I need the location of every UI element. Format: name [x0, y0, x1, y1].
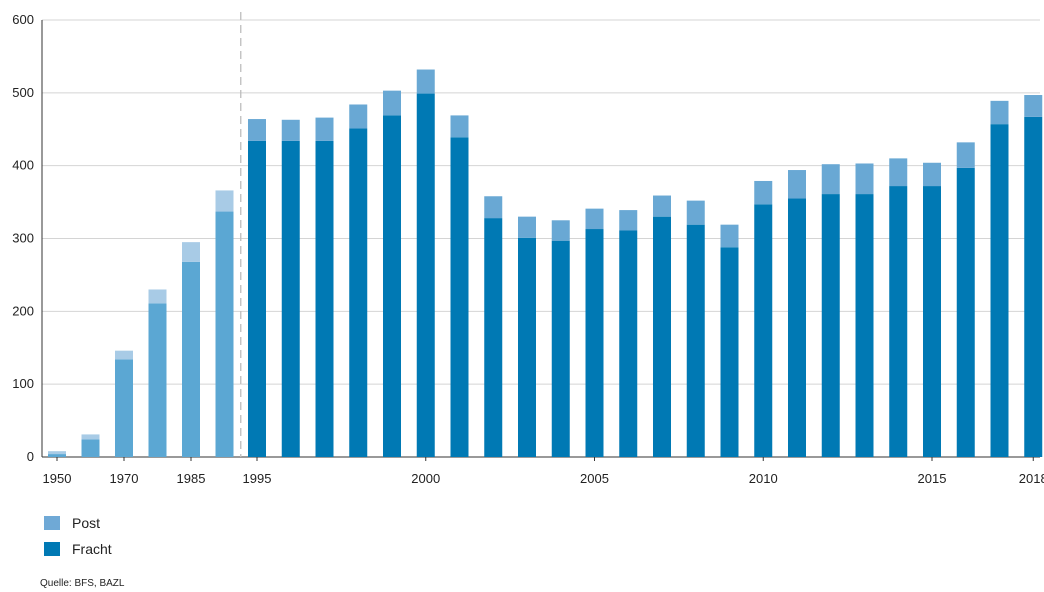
bar-fracht	[754, 204, 773, 457]
bar-post	[148, 289, 167, 304]
bar-fracht	[855, 194, 874, 458]
bar-post	[788, 170, 806, 199]
x-tick-label: 1970	[110, 471, 139, 486]
y-tick-label: 500	[12, 85, 34, 100]
bar-post	[720, 224, 739, 248]
x-tick-label: 2005	[580, 471, 609, 486]
x-tick-label: 2018	[1019, 471, 1044, 486]
bar-post	[281, 119, 300, 141]
y-tick-label: 600	[12, 12, 34, 27]
legend-swatch-post	[44, 516, 60, 530]
bar-fracht	[182, 261, 200, 457]
bar-fracht	[990, 124, 1009, 457]
bar-fracht	[81, 439, 100, 457]
bar-post	[416, 69, 435, 94]
bar-fracht	[281, 140, 300, 458]
bar-post	[248, 119, 266, 141]
bar-post	[551, 220, 570, 241]
bar-post	[855, 163, 874, 195]
legend-label-post: Post	[72, 515, 101, 531]
bar-fracht	[653, 216, 671, 457]
bar-post	[383, 90, 401, 116]
bar-fracht	[484, 218, 503, 457]
bar-post	[48, 451, 66, 455]
bar-post	[754, 180, 773, 205]
x-tick-label: 1995	[243, 471, 272, 486]
bar-fracht	[923, 186, 941, 457]
bar-fracht	[821, 194, 840, 458]
x-tick-label: 1950	[43, 471, 72, 486]
bar-post	[215, 190, 234, 212]
bar-post	[81, 434, 100, 440]
bar-post	[821, 164, 840, 195]
y-tick-label: 200	[12, 303, 34, 318]
bar-fracht	[551, 240, 570, 457]
x-tick-label: 2000	[411, 471, 440, 486]
source-note: Quelle: BFS, BAZL	[40, 578, 125, 589]
bar-post	[923, 162, 941, 187]
bar-fracht	[585, 229, 604, 457]
x-tick-label: 2010	[749, 471, 778, 486]
bar-fracht	[315, 140, 334, 458]
y-tick-label: 400	[12, 158, 34, 173]
bar-fracht	[518, 237, 536, 457]
legend-swatch-fracht	[44, 542, 60, 556]
bar-post	[1024, 95, 1043, 117]
bar-post	[990, 100, 1009, 125]
legend-label-fracht: Fracht	[72, 541, 112, 557]
bar-post	[585, 208, 604, 230]
bar-fracht	[148, 303, 167, 457]
bar-fracht	[720, 247, 739, 457]
bar-post	[889, 158, 908, 187]
legend-item-post: Post	[44, 510, 112, 536]
bar-post	[619, 210, 638, 231]
bar-post	[686, 200, 705, 225]
bar-fracht	[889, 186, 908, 457]
bar-fracht	[686, 224, 705, 457]
bar-post	[182, 242, 200, 262]
bar-post	[956, 142, 975, 168]
bar-fracht	[1024, 116, 1043, 457]
bar-post	[484, 196, 503, 219]
y-tick-label: 100	[12, 376, 34, 391]
bar-post	[349, 104, 368, 129]
y-tick-label: 0	[27, 449, 34, 464]
stacked-bar-chart: 0 100 200 300 400 500 600 1950 1970 1985 1995 2000 2…	[12, 12, 1044, 486]
bar-post	[450, 115, 469, 138]
bar-fracht	[383, 115, 401, 457]
bar-fracht	[450, 137, 469, 458]
bar-post	[115, 350, 133, 360]
bar-fracht	[619, 230, 638, 457]
bar-fracht	[956, 167, 975, 457]
bar-fracht	[416, 93, 435, 457]
bar-post	[653, 195, 671, 217]
y-tick-label: 300	[12, 231, 34, 246]
bar-post	[315, 117, 334, 141]
bar-fracht	[48, 454, 66, 457]
bar-fracht	[248, 140, 266, 458]
bar-fracht	[215, 211, 234, 457]
bar-post	[518, 216, 536, 238]
bar-fracht	[788, 198, 806, 458]
x-tick-label: 1985	[177, 471, 206, 486]
bar-fracht	[349, 128, 368, 457]
bar-fracht	[115, 359, 133, 457]
x-tick-label: 2015	[918, 471, 947, 486]
legend: Post Fracht	[44, 510, 112, 562]
legend-item-fracht: Fracht	[44, 536, 112, 562]
